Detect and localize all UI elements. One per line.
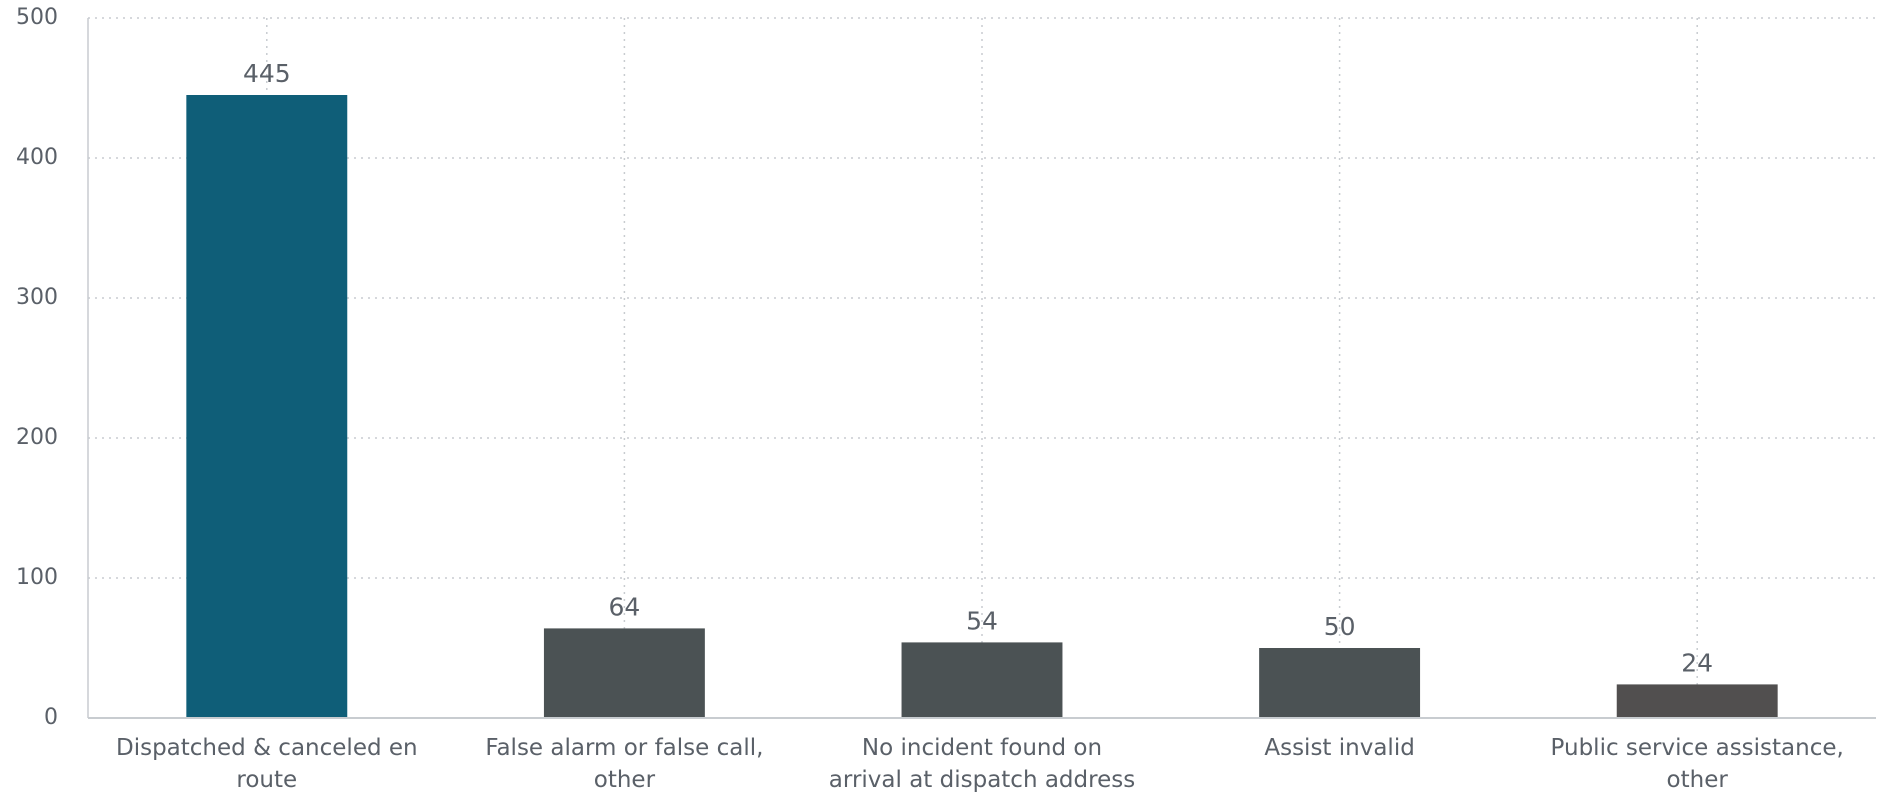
value-label: 64 (608, 592, 640, 621)
bar (186, 95, 348, 718)
x-tick-label: Public service assistance, other (1550, 735, 1844, 793)
x-tick-label: Dispatched & canceled en route (115, 735, 418, 793)
value-label: 54 (966, 606, 998, 635)
bar (901, 642, 1063, 718)
bar (543, 628, 705, 718)
value-label: 445 (243, 59, 291, 88)
bar (1259, 648, 1421, 718)
y-tick-label: 500 (16, 5, 58, 30)
y-tick-label: 200 (16, 425, 58, 450)
y-tick-label: 400 (16, 145, 58, 170)
value-label: 24 (1681, 648, 1713, 677)
x-tick-label: False alarm or false call, other (485, 735, 764, 793)
bar (1616, 684, 1778, 718)
y-tick-label: 0 (44, 705, 58, 730)
y-tick-label: 100 (16, 565, 58, 590)
x-tick-label: No incident found on arrival at dispatch… (828, 735, 1136, 793)
x-tick-label: Assist invalid (1264, 735, 1415, 761)
value-label: 50 (1324, 612, 1356, 641)
y-tick-label: 300 (16, 285, 58, 310)
